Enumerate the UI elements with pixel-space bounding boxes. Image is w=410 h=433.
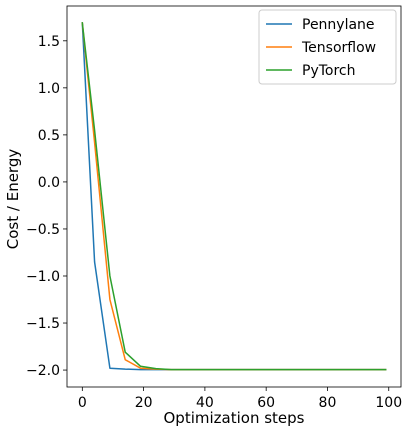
- x-tick-label: 60: [257, 395, 275, 411]
- series-layer: [81, 22, 387, 371]
- legend-box: [258, 9, 397, 85]
- x-axis-label: Optimization steps: [164, 409, 305, 427]
- legend-label-pytorch: PyTorch: [302, 63, 355, 79]
- y-tick-label: −1.5: [26, 316, 60, 332]
- y-axis-label: Cost / Energy: [4, 149, 22, 250]
- series-line-pytorch: [81, 22, 387, 371]
- legend-label-tensorflow: Tensorflow: [301, 40, 376, 56]
- y-tick-label: −2.0: [26, 363, 60, 379]
- x-tick-label: 80: [319, 395, 337, 411]
- x-tick-label: 100: [375, 395, 402, 411]
- legend: Pennylane Tensorflow PyTorch: [258, 9, 397, 85]
- x-tick-label: 40: [196, 395, 214, 411]
- y-tick-label: 0.5: [38, 128, 60, 144]
- y-tick-label: 1.5: [38, 34, 60, 50]
- x-tick-label: 20: [135, 395, 153, 411]
- axes-frame: [66, 5, 402, 388]
- x-tick-label: 0: [78, 395, 87, 411]
- y-tick-label: −0.5: [26, 222, 60, 238]
- y-tick-label: −1.0: [26, 269, 60, 285]
- legend-label-pennylane: Pennylane: [302, 17, 375, 33]
- y-tick-label: 0.0: [38, 175, 60, 191]
- y-tick-label: 1.0: [38, 81, 60, 97]
- axes-layer: 0 20 40 60 80 100 −2.0 −1.5 −1.0 −0.5 0.0 0.5 1.0 1.5: [26, 5, 402, 411]
